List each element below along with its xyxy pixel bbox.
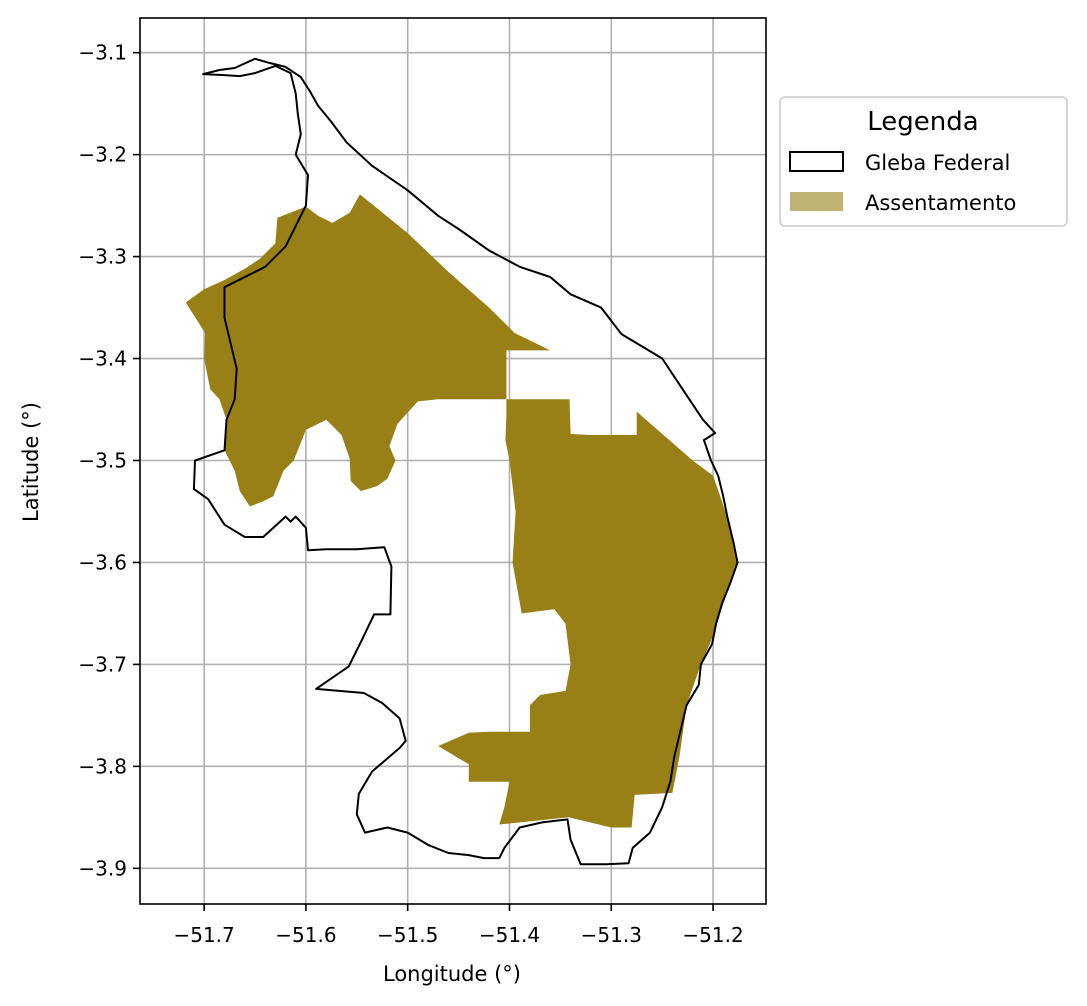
legend-label-gleba-federal: Gleba Federal [865,151,1010,175]
legend-swatch-assentamento [790,192,843,211]
x-tick-label-3: −51.4 [479,923,540,947]
legend-title: Legenda [867,107,978,137]
x-tick-label-5: −51.2 [682,923,743,947]
y-tick-label-6: −3.7 [78,652,127,676]
y-tick-label-2: −3.3 [78,245,127,269]
y-tick-label-8: −3.9 [78,856,127,880]
y-tick-label-1: −3.2 [78,143,127,167]
legend-label-assentamento: Assentamento [865,191,1016,215]
gleba-federal-outline-0 [192,57,739,866]
y-tick-label-0: −3.1 [78,41,127,65]
x-tick-label-2: −51.5 [377,923,438,947]
x-tick-label-0: −51.7 [173,923,234,947]
y-axis-ticks: −3.1 −3.2 −3.3 −3.4 −3.5 −3.6 −3.7 −3.8 −3.9 [78,41,140,880]
x-tick-label-1: −51.6 [275,923,336,947]
assentamento-layer [185,194,737,828]
y-tick-label-3: −3.4 [78,347,127,371]
y-tick-label-4: −3.5 [78,448,127,472]
x-axis-ticks: −51.7 −51.6 −51.5 −51.4 −51.3 −51.2 [173,904,744,947]
y-tick-label-7: −3.8 [78,754,127,778]
legend-swatch-gleba-federal [789,151,844,172]
gleba-federal-layer [192,57,739,866]
assentamento-polygon-0 [185,194,737,828]
y-tick-label-5: −3.6 [78,550,127,574]
x-tick-label-4: −51.3 [581,923,642,947]
legend: Legenda Gleba Federal Assentamento [779,96,1068,227]
y-axis-label: Latitude (°) [19,402,43,522]
legend-box [779,96,1068,227]
x-axis-label: Longitude (°) [383,962,521,986]
